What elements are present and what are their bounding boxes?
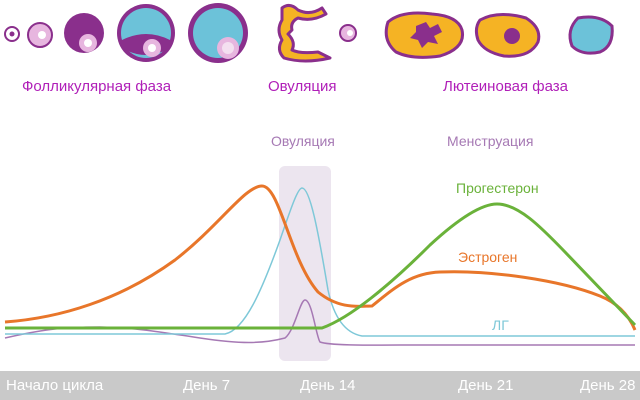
follicle-stage-icons	[4, 3, 248, 63]
label-estrogen: Эстроген	[458, 249, 518, 265]
corpus-luteum-icons	[384, 11, 614, 59]
phase-label-luteal: Лютеиновая фаза	[443, 78, 568, 95]
phase-label-follicular: Фолликулярная фаза	[22, 78, 172, 95]
annotation-menstruation: Менструация	[447, 133, 534, 149]
axis-tick-day28: День 28	[580, 377, 636, 394]
label-lh: ЛГ	[492, 317, 509, 333]
label-progesterone: Прогестерон	[456, 180, 539, 196]
axis-tick-day14: День 14	[300, 377, 356, 394]
annotation-ovulation: Овуляция	[271, 133, 335, 149]
ovulation-egg-icon	[277, 3, 357, 63]
lh-curve	[5, 187, 635, 337]
day-axis-bar: Начало цикла День 7 День 14 День 21 День…	[0, 371, 640, 400]
estrogen-curve	[4, 184, 637, 331]
axis-tick-day7: День 7	[183, 377, 231, 394]
progesterone-curve	[5, 202, 637, 330]
axis-tick-day21: День 21	[458, 377, 514, 394]
phase-label-ovulation: Овуляция	[268, 78, 337, 95]
axis-tick-start: Начало цикла	[6, 377, 104, 394]
ovulation-band	[279, 166, 331, 361]
